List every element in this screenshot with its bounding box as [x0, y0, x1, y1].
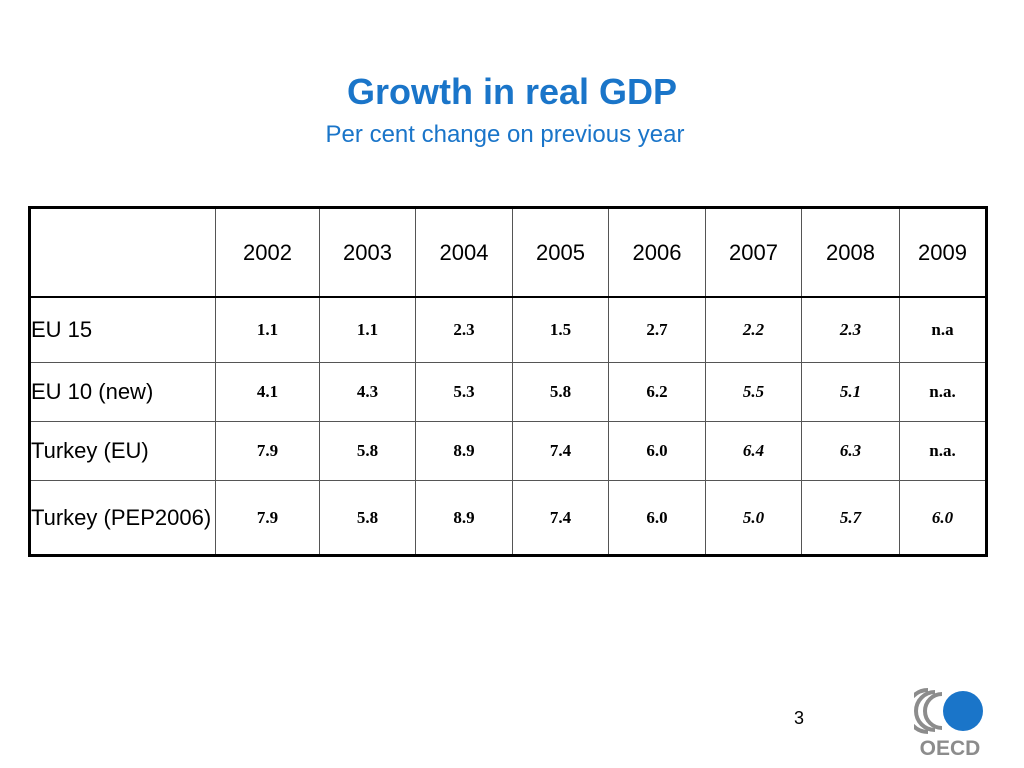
logo-wordmark: OECD	[920, 737, 981, 760]
gdp-growth-table: 2002 2003 2004 2005 2006 2007 2008 2009 …	[28, 206, 988, 557]
page-number: 3	[794, 708, 805, 728]
header-corner-cell	[29, 207, 216, 298]
logo-arc-inner	[923, 692, 943, 730]
cell-turkey-pep2006-2003: 5.8	[319, 480, 416, 556]
cell-eu10-2005: 5.8	[512, 362, 609, 422]
header-year-2005: 2005	[512, 207, 609, 298]
table-row-turkey-eu: Turkey (EU) 7.9 5.8 8.9 7.4 6.0 6.4 6.3 …	[29, 421, 987, 481]
cell-eu15-2002: 1.1	[215, 296, 320, 363]
oecd-logo: OECD	[914, 688, 983, 760]
cell-eu10-2003: 4.3	[319, 362, 416, 422]
header-year-2006: 2006	[608, 207, 706, 298]
header-year-2003: 2003	[319, 207, 416, 298]
cell-eu15-2007: 2.2	[705, 296, 802, 363]
header-year-2007: 2007	[705, 207, 802, 298]
cell-turkey-pep2006-2004: 8.9	[415, 480, 513, 556]
cell-turkey-eu-2006: 6.0	[608, 421, 706, 481]
cell-eu15-2003: 1.1	[319, 296, 416, 363]
header-year-2008: 2008	[801, 207, 900, 298]
cell-turkey-eu-2007: 6.4	[705, 421, 802, 481]
cell-eu10-2004: 5.3	[415, 362, 513, 422]
cell-eu15-2004: 2.3	[415, 296, 513, 363]
logo-arc-outer	[914, 688, 929, 734]
cell-eu15-2006: 2.7	[608, 296, 706, 363]
row-label-turkey-eu: Turkey (EU)	[29, 421, 216, 481]
slide-title: Growth in real GDP	[346, 71, 678, 112]
cell-turkey-eu-2005: 7.4	[512, 421, 609, 481]
cell-turkey-pep2006-2008: 5.7	[801, 480, 900, 556]
row-label-eu15: EU 15	[29, 296, 216, 363]
cell-eu10-2009: n.a.	[899, 362, 987, 422]
header-year-2002: 2002	[215, 207, 320, 298]
cell-eu15-2008: 2.3	[801, 296, 900, 363]
header-year-2009: 2009	[899, 207, 987, 298]
cell-turkey-pep2006-2007: 5.0	[705, 480, 802, 556]
header-year-2004: 2004	[415, 207, 513, 298]
cell-turkey-pep2006-2002: 7.9	[215, 480, 320, 556]
cell-turkey-pep2006-2006: 6.0	[608, 480, 706, 556]
row-label-turkey-pep2006: Turkey (PEP2006)	[29, 480, 216, 556]
slide-subtitle: Per cent change on previous year	[325, 121, 685, 148]
cell-eu10-2007: 5.5	[705, 362, 802, 422]
cell-turkey-eu-2008: 6.3	[801, 421, 900, 481]
cell-turkey-pep2006-2009: 6.0	[899, 480, 987, 556]
table-row-eu15: EU 15 1.1 1.1 2.3 1.5 2.7 2.2 2.3 n.a	[29, 296, 987, 363]
cell-eu15-2009: n.a	[899, 296, 987, 363]
row-label-eu10: EU 10 (new)	[29, 362, 216, 422]
cell-eu10-2006: 6.2	[608, 362, 706, 422]
cell-turkey-pep2006-2005: 7.4	[512, 480, 609, 556]
table-row-eu10: EU 10 (new) 4.1 4.3 5.3 5.8 6.2 5.5 5.1 …	[29, 362, 987, 422]
cell-turkey-eu-2009: n.a.	[899, 421, 987, 481]
cell-eu15-2005: 1.5	[512, 296, 609, 363]
logo-arc-middle	[914, 690, 936, 732]
cell-turkey-eu-2004: 8.9	[415, 421, 513, 481]
table-header-row: 2002 2003 2004 2005 2006 2007 2008 2009	[29, 207, 987, 298]
cell-turkey-eu-2002: 7.9	[215, 421, 320, 481]
cell-eu10-2008: 5.1	[801, 362, 900, 422]
cell-eu10-2002: 4.1	[215, 362, 320, 422]
table-row-turkey-pep2006: Turkey (PEP2006) 7.9 5.8 8.9 7.4 6.0 5.0…	[29, 480, 987, 556]
logo-blue-circle	[943, 691, 983, 731]
cell-turkey-eu-2003: 5.8	[319, 421, 416, 481]
